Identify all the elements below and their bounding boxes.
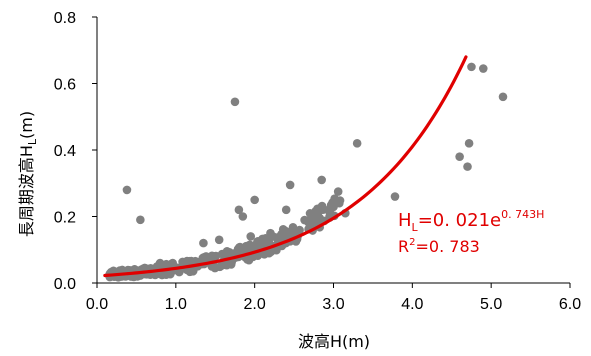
data-point	[463, 162, 472, 171]
y-tick-label: 0.0	[54, 276, 76, 293]
data-point	[311, 206, 321, 216]
data-point	[390, 192, 400, 201]
tick-labels: 0.0 1.0 2.0 3.0 4.0 5.0 6.0 0.0 0.2 0.4 0.6 0.8	[54, 10, 581, 313]
data-point	[455, 152, 464, 161]
data-point	[242, 243, 252, 253]
data-point	[230, 97, 240, 107]
data-point	[281, 205, 291, 215]
data-point	[318, 205, 328, 215]
equation-lhs-subscript: L	[412, 221, 419, 234]
r2-value: =0. 783	[416, 237, 480, 256]
svg-text:長周期波高HL(m): 長周期波高HL(m)	[17, 111, 39, 237]
x-tick-label: 4.0	[401, 296, 423, 313]
y-axis-title: 長周期波高HL(m)	[17, 111, 39, 237]
equation-lhs: H	[398, 210, 412, 231]
data-point	[250, 195, 259, 205]
equation-rhs: =0. 021e	[418, 210, 501, 231]
data-point	[214, 235, 224, 245]
data-point	[122, 185, 132, 195]
x-tick-label: 2.0	[244, 296, 266, 313]
fit-curve-group	[103, 55, 468, 278]
data-point	[467, 62, 476, 72]
y-tick-label: 0.6	[54, 77, 76, 94]
data-point	[215, 262, 225, 272]
y-axis-title-subscript: L	[26, 138, 39, 145]
x-tick-label: 3.0	[322, 296, 344, 313]
fit-equation: HL=0. 021e0. 743H R2=0. 783	[398, 208, 544, 256]
data-point	[352, 139, 362, 148]
x-axis-title: 波高H(m)	[298, 332, 370, 351]
x-tick-label: 5.0	[480, 296, 502, 313]
data-point	[246, 232, 256, 241]
r2-base: R	[398, 237, 409, 256]
data-point	[498, 92, 508, 102]
data-point	[478, 64, 488, 73]
svg-text:R2=0. 783: R2=0. 783	[398, 237, 480, 256]
data-point	[136, 215, 145, 225]
data-point	[331, 196, 341, 206]
data-point	[285, 180, 295, 190]
y-tick-label: 0.4	[54, 143, 76, 160]
data-point	[253, 237, 263, 246]
equation-exponent: 0. 743H	[501, 208, 544, 221]
axis-lines	[96, 17, 570, 284]
y-tick-label: 0.8	[54, 10, 76, 27]
x-tick-label: 0.0	[86, 296, 108, 313]
data-point	[201, 252, 211, 261]
axes	[92, 16, 571, 288]
y-axis-title-unit: (m)	[17, 111, 36, 139]
y-tick-label: 0.2	[54, 210, 76, 227]
data-point	[281, 226, 290, 236]
data-point	[464, 139, 474, 148]
data-point	[155, 258, 165, 268]
svg-text:HL=0. 021e0. 743H: HL=0. 021e0. 743H	[398, 208, 544, 234]
y-axis-title-main: 長周期波高H	[17, 145, 36, 237]
x-tick-label: 6.0	[559, 296, 581, 313]
data-point	[243, 255, 252, 264]
data-point	[317, 175, 326, 185]
x-tick-label: 1.0	[165, 296, 187, 313]
fit-curve	[103, 55, 468, 278]
data-point	[199, 238, 208, 248]
data-point	[266, 247, 276, 257]
data-point	[235, 245, 245, 254]
r2-superscript: 2	[409, 237, 415, 248]
data-point	[333, 187, 343, 196]
data-point	[234, 205, 244, 215]
data-point	[238, 212, 248, 221]
data-point	[266, 228, 275, 238]
